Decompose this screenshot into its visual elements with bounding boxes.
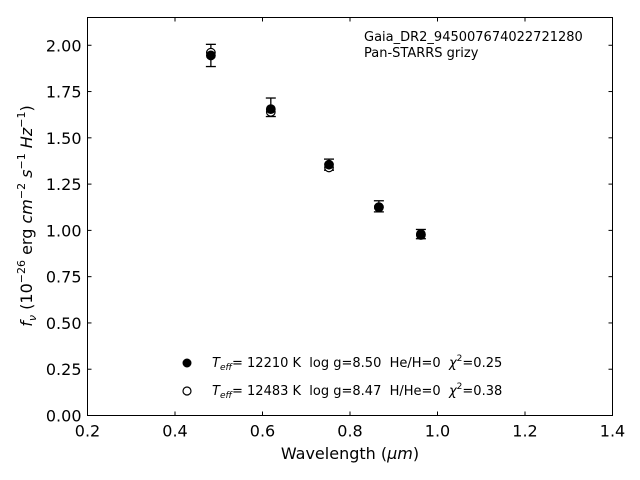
x-tick-label: 1.4	[600, 422, 625, 441]
point-filled	[265, 104, 276, 115]
x-tick-label: 0.8	[337, 422, 362, 441]
x-tick-label: 0.4	[162, 422, 187, 441]
legend: Teff= 12210 K log g=8.50 He/H=0 χ2=0.25 …	[182, 354, 502, 401]
point-filled	[324, 159, 334, 170]
legend-marker-filled	[182, 358, 192, 368]
y-tick-label: 0.50	[46, 314, 82, 333]
data-markers	[205, 47, 426, 240]
y-tick-label: 0.25	[46, 360, 82, 379]
annotation-object-id: Gaia_DR2_945007674022721280	[364, 30, 583, 45]
x-tick-label: 1.0	[425, 422, 450, 441]
y-tick-label: 2.00	[46, 36, 82, 55]
y-axis-title: fν (10−26 erg cm−2 s−1 Hz−1)	[15, 105, 39, 326]
y-tick-label: 1.00	[46, 221, 82, 240]
y-tick-label: 1.25	[46, 175, 82, 194]
y-tick-label: 0.00	[46, 407, 82, 426]
y-tick-label: 1.75	[46, 83, 82, 102]
axis-ticks	[87, 17, 613, 416]
x-tick-label: 1.2	[512, 422, 537, 441]
x-axis-title: Wavelength (μm)	[281, 444, 419, 463]
y-tick-label: 1.50	[46, 129, 82, 148]
legend-marker-open	[182, 386, 192, 396]
point-filled	[205, 50, 216, 61]
point-filled	[415, 230, 426, 240]
legend-label-open: Teff= 12483 K log g=8.47 H/He=0 χ2=0.38	[212, 382, 502, 401]
error-bars	[205, 43, 426, 240]
point-filled	[373, 202, 384, 213]
legend-label-filled: Teff= 12210 K log g=8.50 He/H=0 χ2=0.25	[212, 354, 502, 373]
y-tick-label: 0.75	[46, 268, 82, 287]
annotation-survey: Pan-STARRS grizy	[364, 46, 479, 61]
x-tick-label: 0.6	[250, 422, 275, 441]
axis-tick-labels: 0.2 0.4 0.6 0.8 1.0 1.2 1.4 0.00 0.25 0.50 0.75 1.0…	[46, 36, 625, 440]
x-tick-label: 0.2	[75, 422, 100, 441]
